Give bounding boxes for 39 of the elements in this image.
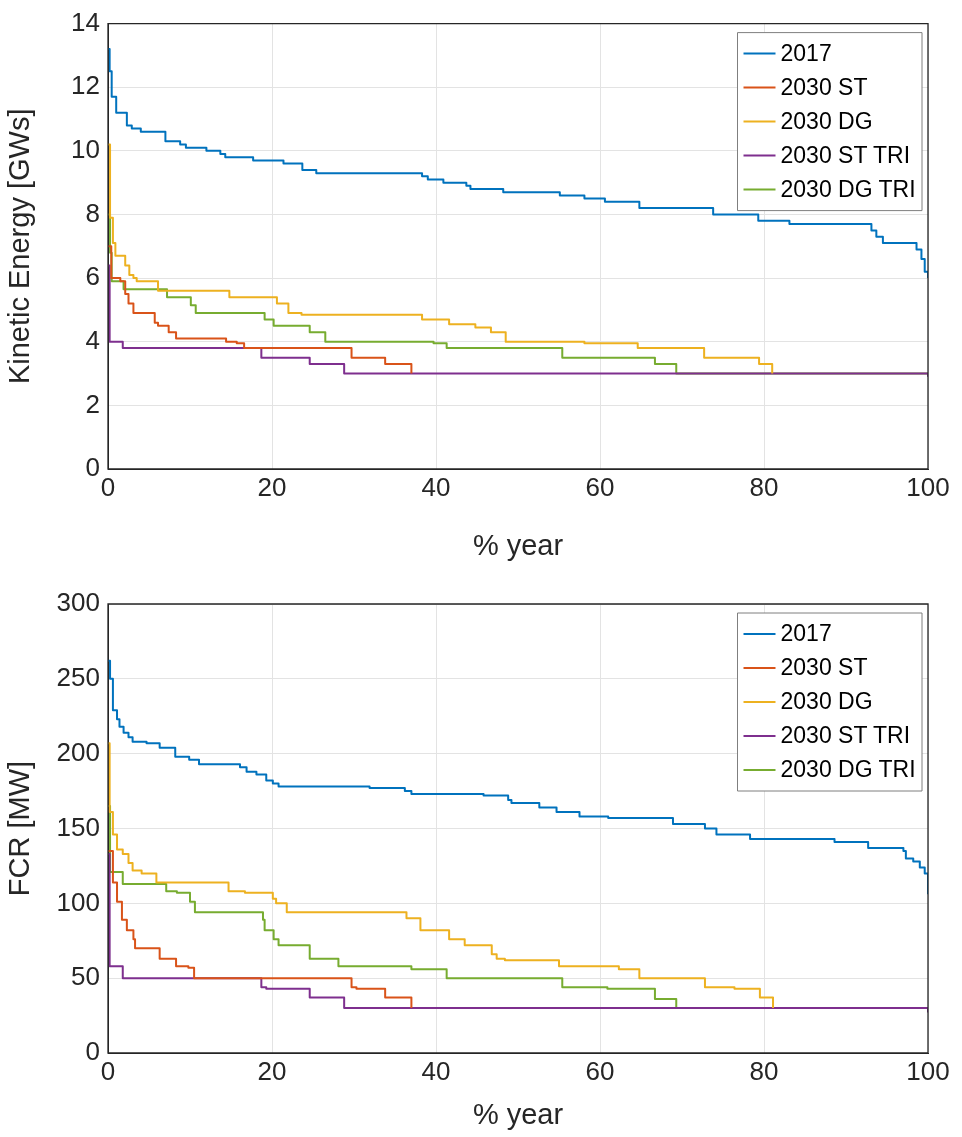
legend-label: 2030 DG: [780, 107, 873, 134]
y-tick-label: 100: [56, 886, 100, 917]
y-tick-label: 4: [85, 324, 100, 355]
legend-label: 2030 DG: [780, 688, 873, 715]
y-tick-label: 6: [85, 261, 100, 292]
x-axis-title: % year: [472, 528, 564, 561]
y-tick-label: 0: [85, 1036, 100, 1067]
legend-label: 2017: [780, 620, 832, 647]
y-tick-label: 200: [56, 736, 100, 767]
legend-label: 2030 ST: [780, 654, 868, 681]
y-tick-label: 150: [56, 811, 100, 842]
legend-label: 2030 DG TRI: [780, 175, 916, 202]
x-tick-label: 80: [749, 1055, 779, 1086]
y-tick-label: 8: [85, 197, 100, 228]
y-tick-label: 2: [85, 388, 100, 419]
y-tick-label: 50: [71, 961, 100, 992]
y-tick-label: 0: [85, 452, 100, 483]
y-tick-label: 12: [71, 70, 100, 101]
y-tick-label: 300: [56, 587, 100, 618]
legend-label: 2030 DG TRI: [780, 756, 916, 783]
x-tick-label: 20: [257, 471, 287, 502]
legend-label: 2030 ST TRI: [780, 722, 911, 749]
y-tick-label: 14: [71, 6, 100, 37]
legend-label: 2030 ST TRI: [780, 141, 911, 168]
y-axis-title: Kinetic Energy [GWs]: [3, 108, 36, 385]
x-tick-label: 40: [421, 471, 451, 502]
legend-label: 2030 ST: [780, 73, 868, 100]
y-axis-title: FCR [MW]: [3, 760, 36, 897]
x-tick-label: 80: [749, 471, 779, 502]
x-tick-label: 20: [257, 1055, 287, 1086]
x-tick-label: 100: [906, 471, 950, 502]
legend-label: 2017: [780, 39, 832, 66]
y-tick-label: 250: [56, 662, 100, 693]
x-tick-label: 40: [421, 1055, 451, 1086]
x-tick-label: 100: [906, 1055, 950, 1086]
x-axis-title: % year: [472, 1097, 564, 1130]
x-tick-label: 60: [585, 471, 615, 502]
y-tick-label: 10: [71, 134, 100, 165]
x-tick-label: 60: [585, 1055, 615, 1086]
